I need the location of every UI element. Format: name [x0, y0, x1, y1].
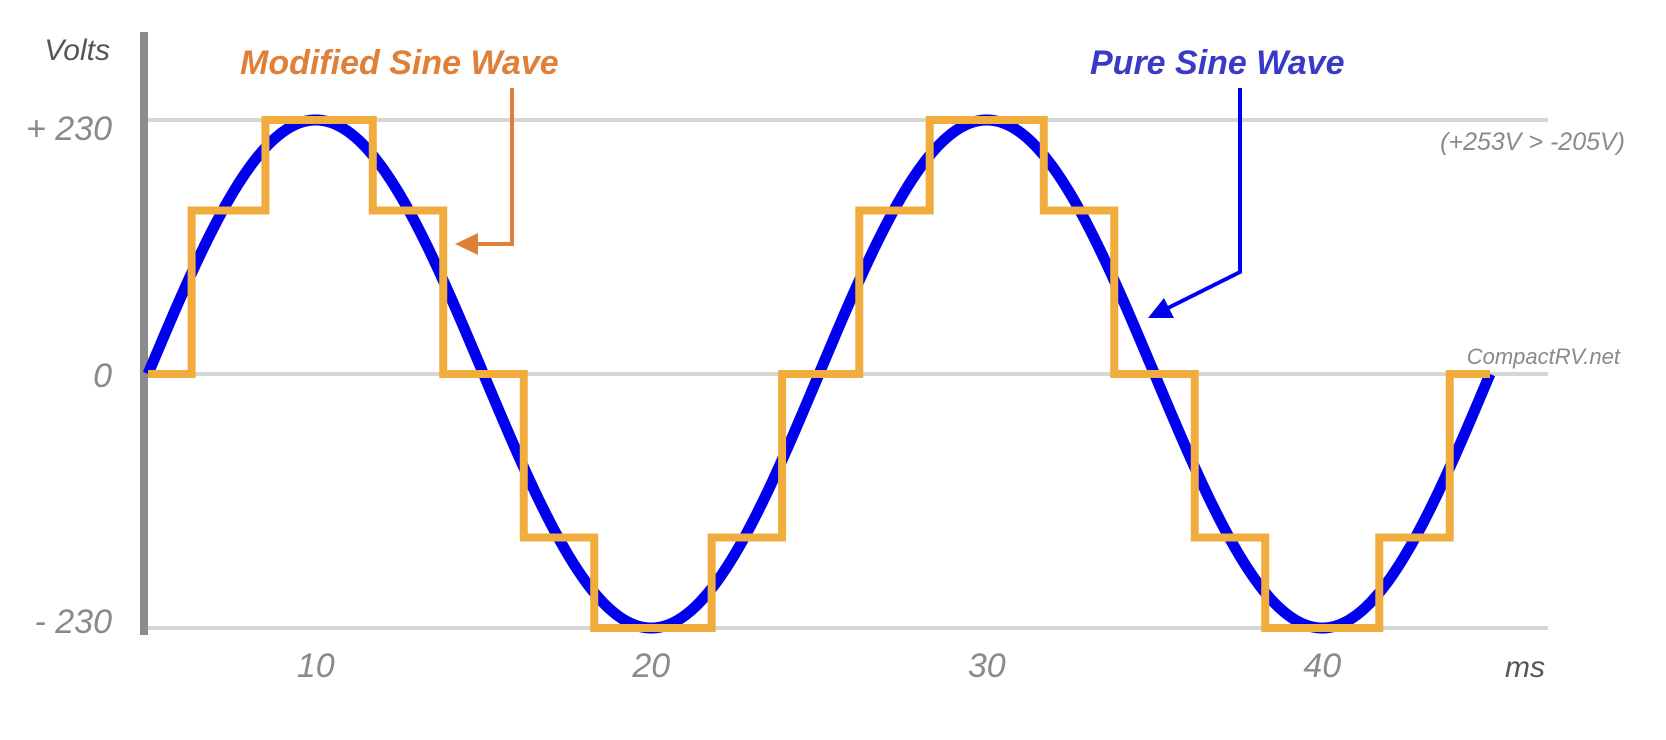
x-axis-label: ms	[1505, 651, 1545, 684]
watermark-text: CompactRV.net	[1467, 344, 1621, 369]
x-tick-label: 10	[297, 647, 335, 685]
y-tick-label: - 230	[35, 603, 113, 641]
y-axis-line	[140, 32, 148, 635]
pure-sine-arrowhead	[1148, 298, 1174, 318]
x-tick-labels: 10 20 30 40	[297, 647, 1341, 685]
voltage-range-note: (+253V > -205V)	[1440, 128, 1625, 156]
modified-sine-wave-label: Modified Sine Wave	[240, 44, 559, 82]
y-axis-label: Volts	[44, 34, 110, 67]
modified-sine-arrow-line	[476, 88, 514, 246]
modified-sine-arrowhead	[455, 233, 478, 255]
x-tick-label: 30	[968, 647, 1006, 685]
y-tick-label: + 230	[26, 110, 112, 148]
pure-sine-arrow-line	[1167, 88, 1242, 310]
x-tick-label: 40	[1303, 647, 1341, 685]
y-tick-labels: + 230 0 - 230	[26, 110, 112, 641]
modified-sine-wave-line	[148, 116, 1490, 632]
series-layer	[142, 114, 1496, 634]
x-tick-label: 20	[631, 647, 670, 685]
y-tick-label: 0	[93, 357, 112, 395]
pure-sine-wave-label: Pure Sine Wave	[1090, 44, 1345, 82]
annotation-arrows	[455, 88, 1242, 318]
